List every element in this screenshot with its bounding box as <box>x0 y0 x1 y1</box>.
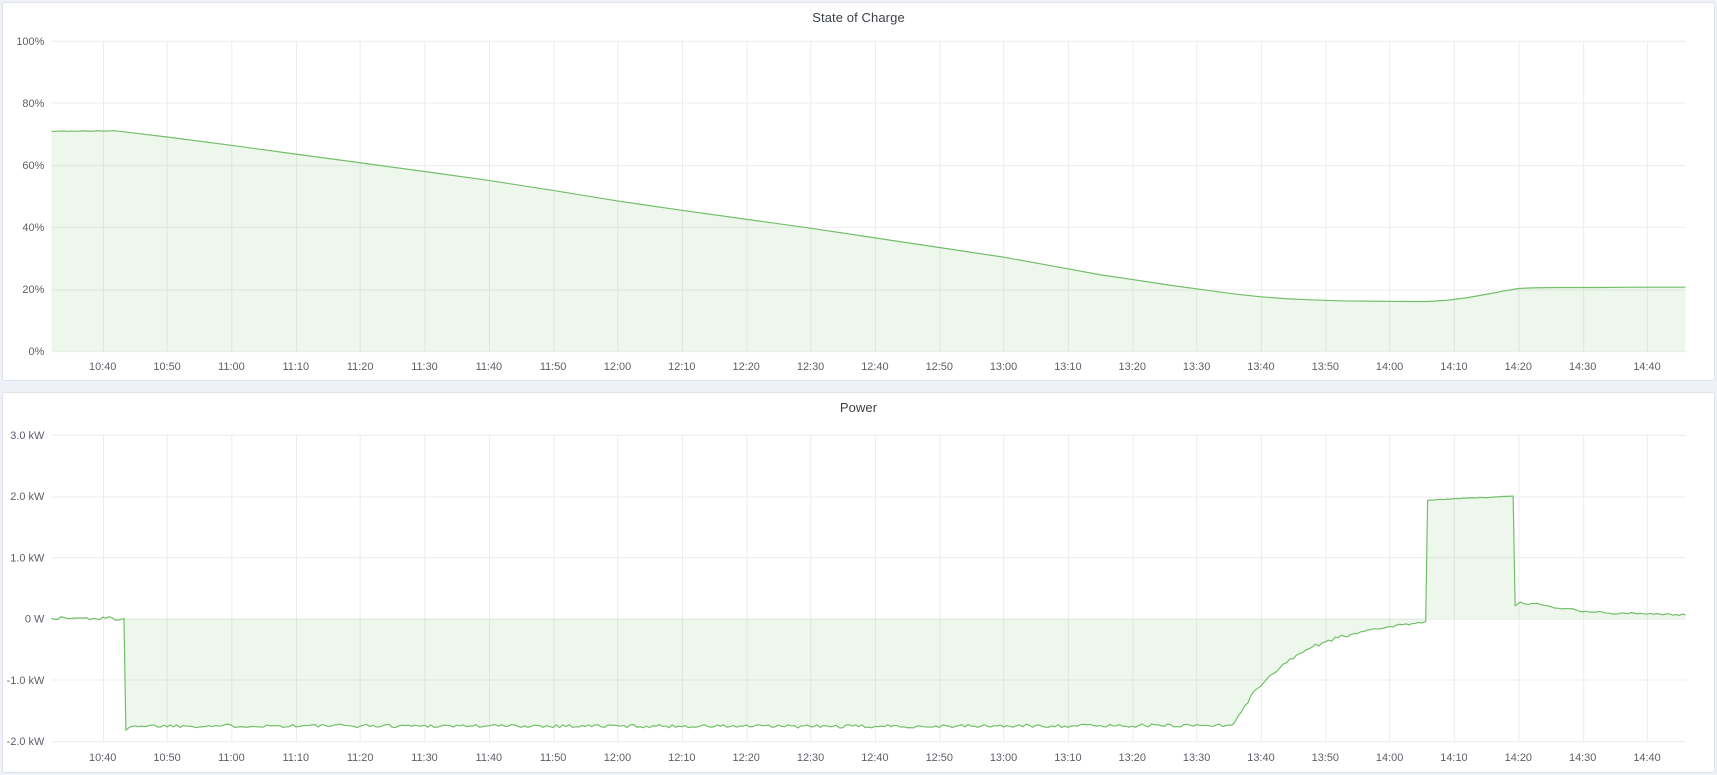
svg-text:13:10: 13:10 <box>1054 361 1081 373</box>
svg-text:11:00: 11:00 <box>218 361 245 373</box>
svg-text:12:00: 12:00 <box>604 752 631 764</box>
power-series-area <box>51 496 1686 731</box>
svg-text:14:20: 14:20 <box>1505 361 1532 373</box>
svg-text:11:20: 11:20 <box>347 361 374 373</box>
svg-text:60%: 60% <box>22 160 44 172</box>
svg-text:100%: 100% <box>16 36 44 48</box>
svg-text:13:50: 13:50 <box>1312 752 1339 764</box>
power-chart[interactable]: -2.0 kW -1.0 kW 0 W 1.0 kW 2.0 kW 3.0 kW 10:40… <box>3 393 1714 772</box>
svg-text:3.0 kW: 3.0 kW <box>10 430 45 442</box>
svg-text:14:20: 14:20 <box>1505 752 1532 764</box>
svg-text:14:10: 14:10 <box>1440 361 1467 373</box>
soc-series-line <box>51 130 1686 303</box>
svg-text:13:30: 13:30 <box>1183 752 1210 764</box>
svg-text:0 W: 0 W <box>25 614 45 626</box>
svg-text:11:50: 11:50 <box>540 361 567 373</box>
svg-text:12:50: 12:50 <box>926 361 953 373</box>
power-y-axis-labels: -2.0 kW -1.0 kW 0 W 1.0 kW 2.0 kW 3.0 kW <box>7 430 45 748</box>
power-series-line <box>51 495 1686 731</box>
svg-text:11:50: 11:50 <box>540 752 567 764</box>
soc-x-axis-labels: 10:40 10:50 11:00 11:10 11:20 11:30 11:40 11:50… <box>89 361 1661 373</box>
svg-text:11:20: 11:20 <box>347 752 374 764</box>
svg-text:12:10: 12:10 <box>668 752 695 764</box>
svg-text:12:10: 12:10 <box>668 361 695 373</box>
panel-title-power: Power <box>839 400 878 415</box>
svg-text:13:50: 13:50 <box>1312 361 1339 373</box>
svg-text:12:30: 12:30 <box>797 752 824 764</box>
soc-y-axis-labels: 0% 20% 40% 60% 80% 100% <box>16 36 44 358</box>
svg-text:40%: 40% <box>22 222 44 234</box>
soc-grid <box>51 40 1686 353</box>
svg-text:14:40: 14:40 <box>1633 361 1660 373</box>
svg-text:11:40: 11:40 <box>476 752 503 764</box>
svg-text:-1.0 kW: -1.0 kW <box>7 675 45 687</box>
svg-text:12:40: 12:40 <box>861 752 888 764</box>
svg-text:11:30: 11:30 <box>411 361 438 373</box>
svg-text:10:40: 10:40 <box>89 752 116 764</box>
svg-text:13:00: 13:00 <box>990 752 1017 764</box>
svg-text:14:40: 14:40 <box>1633 752 1660 764</box>
power-grid <box>51 434 1686 743</box>
svg-text:20%: 20% <box>22 284 44 296</box>
svg-text:13:40: 13:40 <box>1247 361 1274 373</box>
svg-text:10:40: 10:40 <box>89 361 116 373</box>
svg-text:13:30: 13:30 <box>1183 361 1210 373</box>
svg-text:12:30: 12:30 <box>797 361 824 373</box>
power-panel: Power -2.0 kW -1.0 kW 0 W 1.0 kW 2.0 kW 3.0 k… <box>2 392 1715 773</box>
svg-text:11:10: 11:10 <box>283 361 310 373</box>
svg-text:10:50: 10:50 <box>153 361 180 373</box>
svg-text:10:50: 10:50 <box>153 752 180 764</box>
svg-text:80%: 80% <box>22 98 44 110</box>
svg-text:0%: 0% <box>29 346 45 358</box>
svg-text:13:20: 13:20 <box>1119 752 1146 764</box>
svg-text:13:40: 13:40 <box>1247 752 1274 764</box>
svg-text:14:30: 14:30 <box>1569 752 1596 764</box>
soc-series-area <box>51 130 1686 352</box>
state-of-charge-chart[interactable]: 0% 20% 40% 60% 80% 100% 10:40 10:50 11:00 11:10 11… <box>3 3 1714 380</box>
svg-text:11:30: 11:30 <box>411 752 438 764</box>
power-x-axis-labels: 10:40 10:50 11:00 11:10 11:20 11:30 11:40 11:50… <box>89 752 1661 764</box>
svg-text:14:30: 14:30 <box>1569 361 1596 373</box>
svg-text:13:10: 13:10 <box>1054 752 1081 764</box>
svg-text:12:00: 12:00 <box>604 361 631 373</box>
svg-text:1.0 kW: 1.0 kW <box>10 552 45 564</box>
svg-text:12:50: 12:50 <box>926 752 953 764</box>
svg-text:12:40: 12:40 <box>861 361 888 373</box>
svg-text:11:10: 11:10 <box>282 752 309 764</box>
svg-text:11:00: 11:00 <box>218 752 245 764</box>
svg-text:12:20: 12:20 <box>733 752 760 764</box>
svg-text:14:00: 14:00 <box>1376 361 1403 373</box>
state-of-charge-panel: State of Charge 0% 20% 40% 60% 80% 100% 10:40 1… <box>2 2 1715 381</box>
svg-text:14:00: 14:00 <box>1376 752 1403 764</box>
svg-text:14:10: 14:10 <box>1440 752 1467 764</box>
svg-text:2.0 kW: 2.0 kW <box>10 491 45 503</box>
svg-text:13:00: 13:00 <box>990 361 1017 373</box>
panel-title-state-of-charge: State of Charge <box>812 10 905 25</box>
svg-text:13:20: 13:20 <box>1119 361 1146 373</box>
svg-text:-2.0 kW: -2.0 kW <box>7 736 45 748</box>
svg-text:12:20: 12:20 <box>733 361 760 373</box>
svg-text:11:40: 11:40 <box>476 361 503 373</box>
